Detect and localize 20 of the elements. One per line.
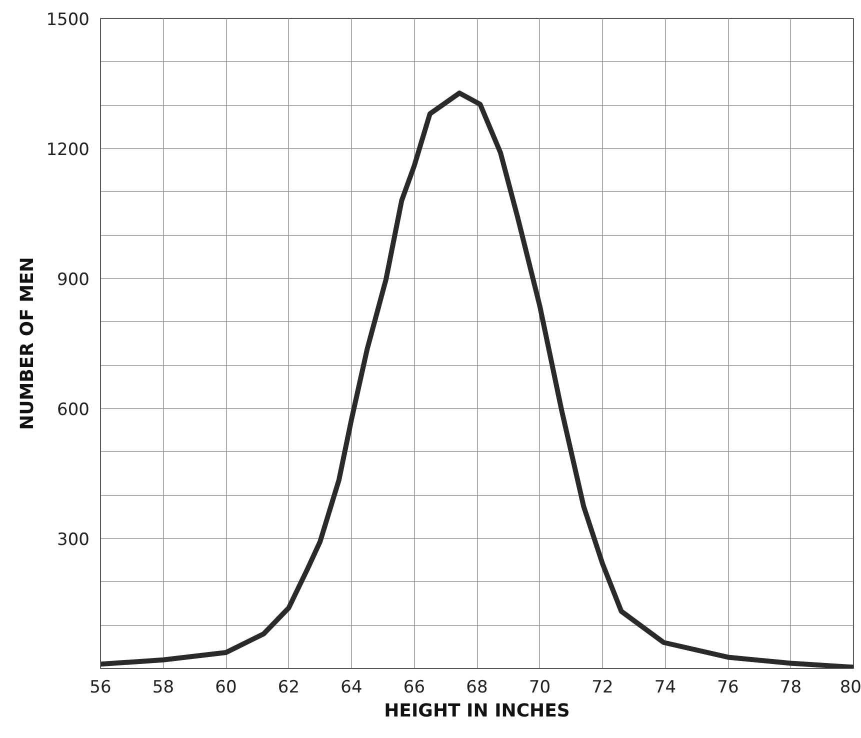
x-axis-title: HEIGHT IN INCHES [384, 700, 570, 722]
y-tick-label: 300 [57, 530, 90, 550]
x-tick-label: 80 [840, 678, 861, 698]
x-tick-label: 60 [215, 678, 237, 698]
x-tick-label: 76 [717, 678, 739, 698]
y-tick-label: 1200 [46, 140, 90, 160]
x-tick-label: 68 [466, 678, 488, 698]
y-axis-title: NUMBER OF MEN [17, 257, 38, 430]
x-tick-label: 78 [780, 678, 802, 698]
x-tick-label: 72 [592, 678, 614, 698]
y-tick-label: 1500 [46, 10, 90, 30]
y-tick-label: 600 [57, 400, 90, 420]
x-tick-label: 64 [340, 678, 362, 698]
x-tick-label: 62 [278, 678, 300, 698]
y-tick-label: 900 [57, 270, 90, 290]
x-tick-label: 70 [528, 678, 551, 698]
x-tick-label: 56 [90, 678, 112, 698]
x-tick-label: 58 [152, 678, 174, 698]
x-tick-label: 74 [654, 678, 676, 698]
x-tick-label: 66 [403, 678, 426, 698]
